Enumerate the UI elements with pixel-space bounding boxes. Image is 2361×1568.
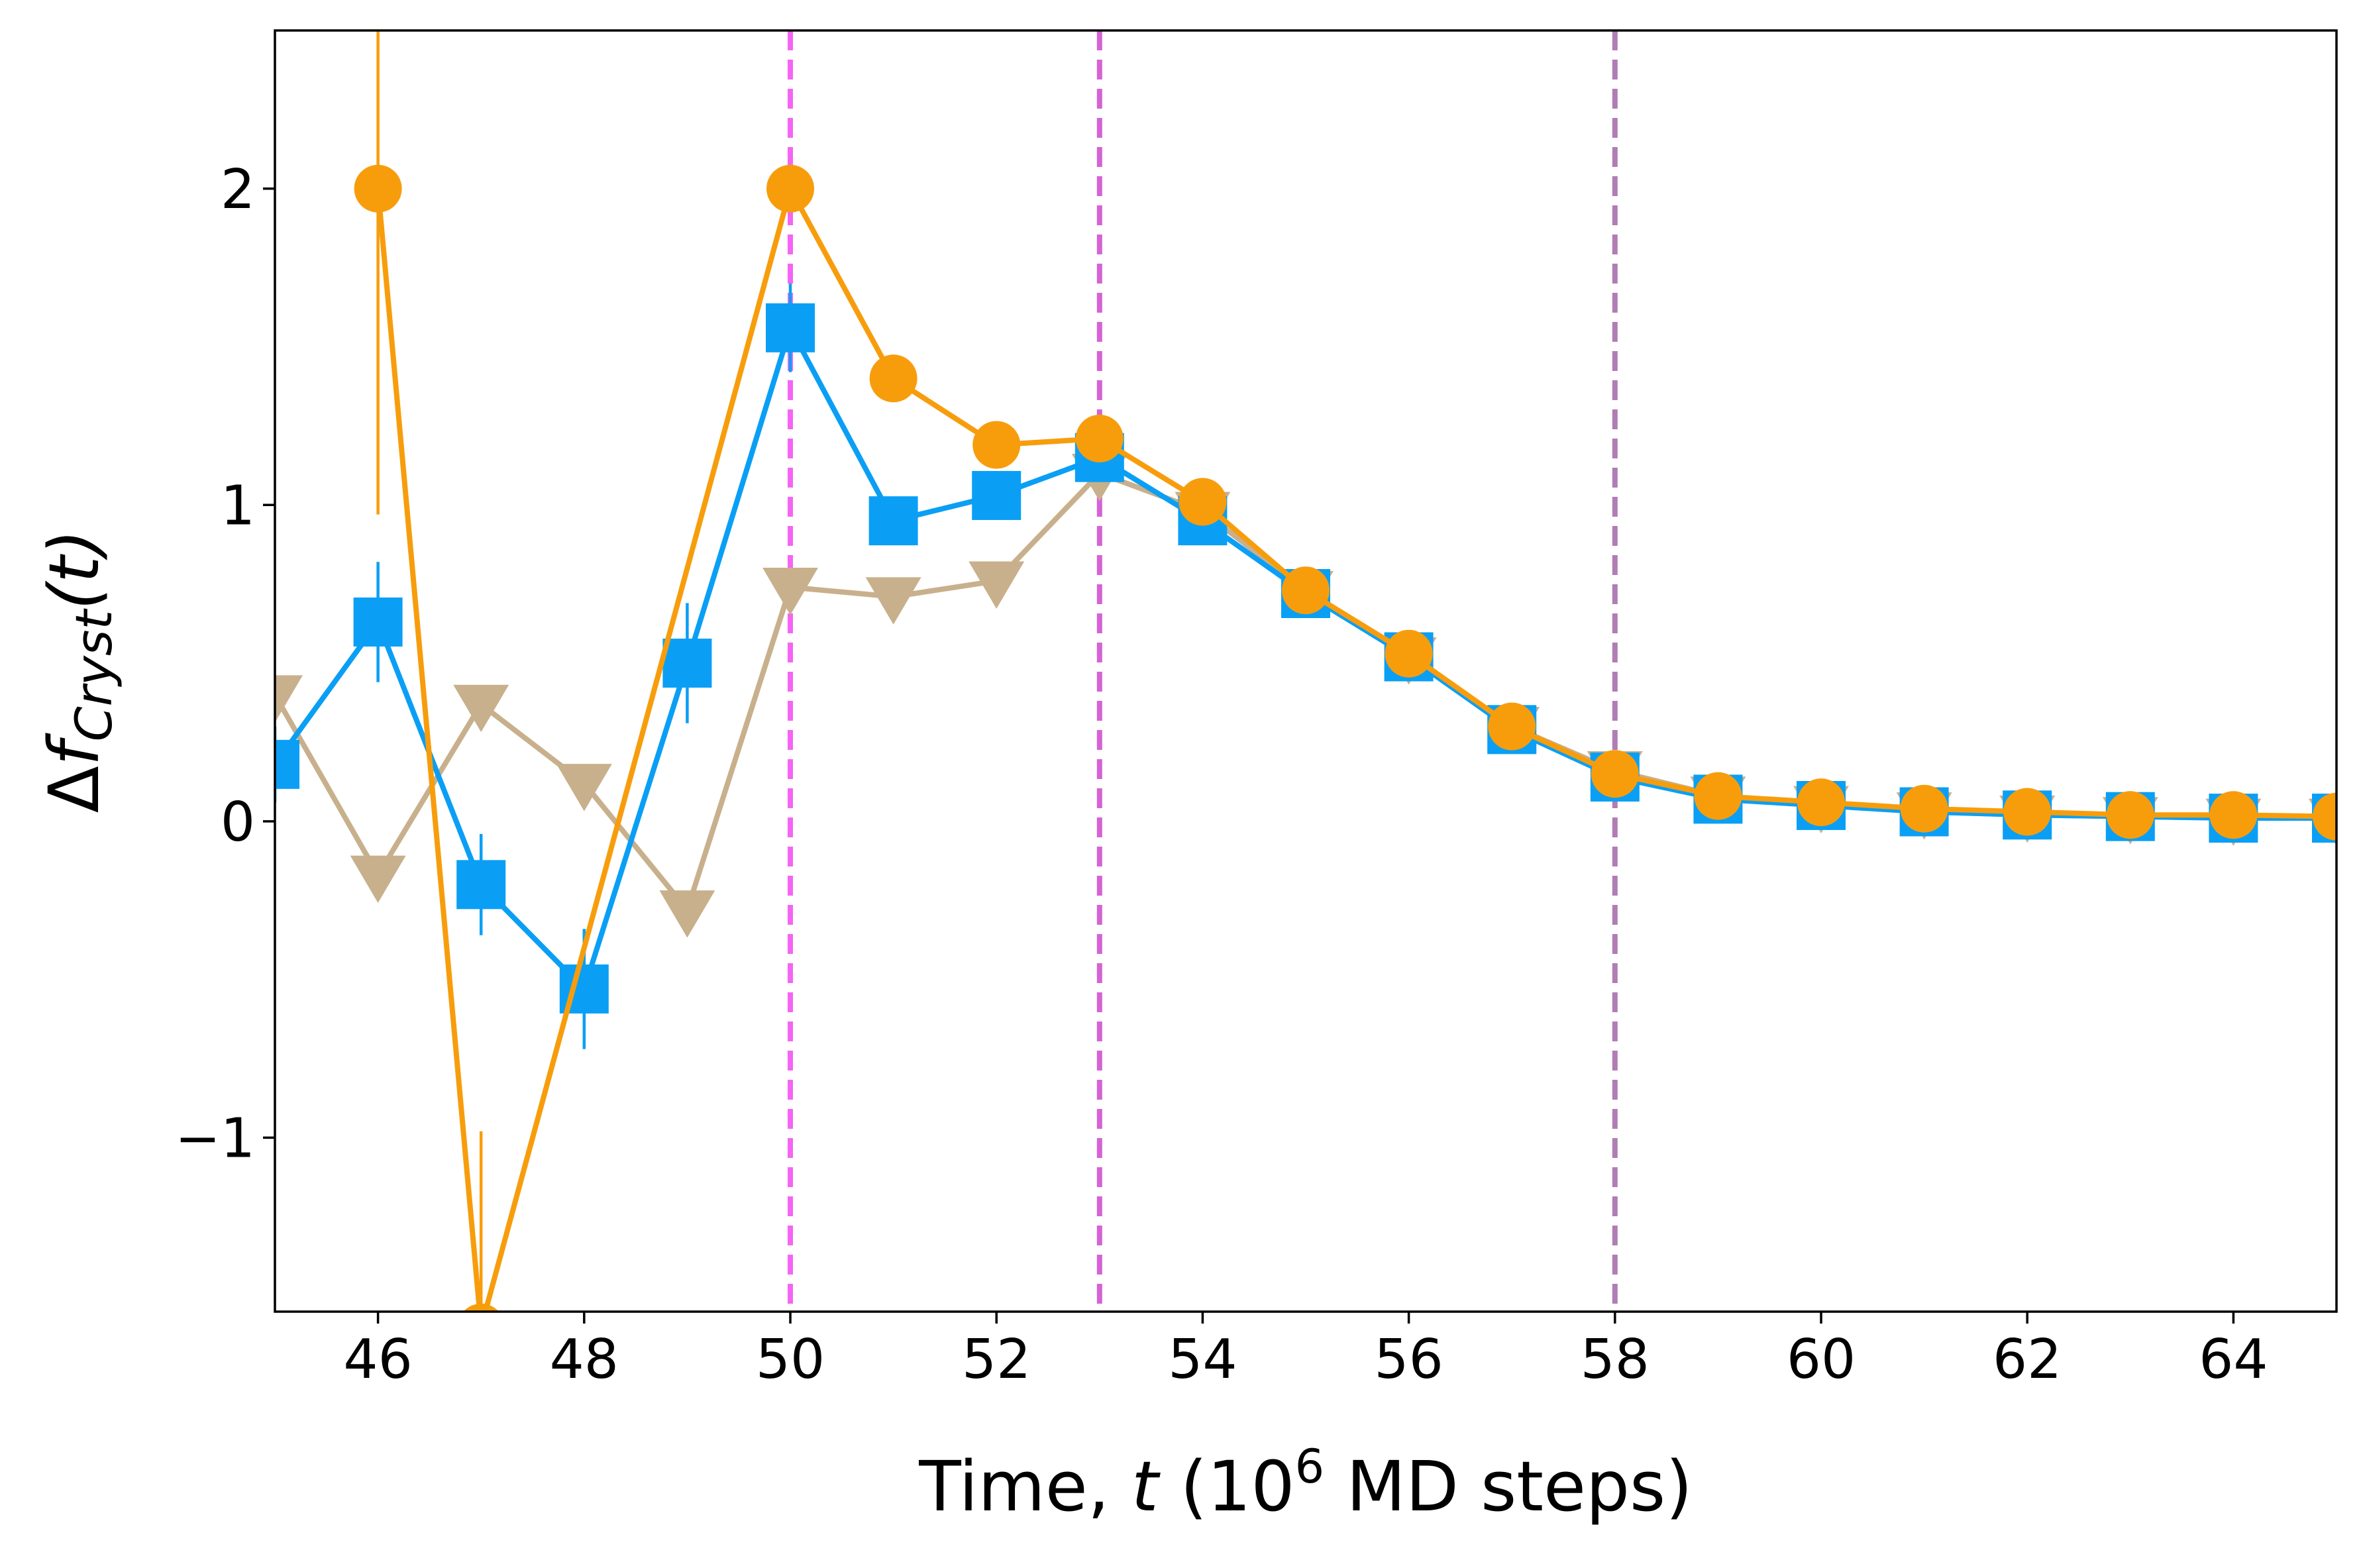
- series-2-point-3: [869, 354, 918, 403]
- series-2-point-6: [1179, 478, 1227, 526]
- y-tick-label-1: 0: [221, 791, 255, 854]
- series-2-point-7: [1282, 566, 1330, 615]
- series-1-point-5: [766, 303, 815, 352]
- series-2-point-0: [354, 164, 402, 213]
- series-2-point-13: [1900, 784, 1948, 833]
- x-tick-label-8: 62: [1993, 1328, 2062, 1391]
- series-1-point-4: [662, 639, 712, 688]
- series-0-point-7: [969, 561, 1025, 609]
- plot-frame: [274, 29, 2338, 1313]
- series-2-point-2: [766, 164, 814, 213]
- series-2-point-11: [1694, 772, 1742, 820]
- x-tick-label-9: 64: [2199, 1328, 2268, 1391]
- y-axis-label-delta: Δ: [34, 766, 115, 813]
- reference-lines: [788, 30, 1618, 1312]
- x-axis-label-pre: Time,: [918, 1446, 1131, 1527]
- series-0-point-2: [453, 684, 509, 733]
- x-tick-label-6: 58: [1581, 1328, 1650, 1391]
- x-tick-label-1: 48: [550, 1328, 619, 1391]
- series-2-point-5: [1075, 415, 1124, 463]
- series-0-point-1: [350, 855, 406, 904]
- x-axis-label: Time, t (106 MD steps): [918, 1439, 1693, 1527]
- series-1-point-2: [456, 860, 506, 910]
- series-0-point-3: [556, 764, 612, 811]
- y-tick-label-0: −1: [175, 1107, 255, 1170]
- series-2-point-15: [2106, 791, 2154, 839]
- series-2-point-8: [1385, 629, 1433, 678]
- x-axis-label-var: t: [1131, 1446, 1161, 1527]
- x-tick-label-3: 52: [962, 1328, 1031, 1391]
- series-2-point-1: [463, 1303, 499, 1312]
- series-0-point-5: [762, 568, 818, 615]
- plot-background: [275, 30, 2336, 1312]
- y-axis-label-arg: (t): [34, 529, 115, 610]
- x-tick-label-2: 50: [756, 1328, 825, 1391]
- series-2-point-10: [1591, 750, 1639, 798]
- x-axis-label-sup: 6: [1295, 1439, 1325, 1494]
- series-0-point-4: [659, 890, 715, 938]
- series-1-point-7: [972, 470, 1022, 520]
- y-tick-label-2: 1: [221, 474, 255, 537]
- series-2-point-12: [1797, 778, 1845, 827]
- series-2-point-14: [2003, 788, 2052, 836]
- series-2-point-9: [1488, 702, 1536, 751]
- y-axis-label-sub: Cryst: [64, 608, 123, 742]
- series-1-point-0: [275, 739, 299, 789]
- axis-ticks: 46 48 50 52 54 56 58 60 62 64 −1 0 1 2: [175, 158, 2268, 1391]
- y-axis-label: ΔfCryst(t): [34, 529, 123, 813]
- x-axis-label-post: MD steps): [1324, 1446, 1693, 1527]
- x-tick-label-0: 46: [343, 1328, 412, 1391]
- x-axis-label-mid: (10: [1159, 1446, 1295, 1527]
- data-series: [275, 30, 2336, 1312]
- series-2-point-17: [2313, 792, 2336, 841]
- series-1-point-6: [868, 496, 918, 546]
- series-0-point-0: [275, 675, 303, 723]
- series-0-point-6: [865, 577, 921, 625]
- series-2: [354, 30, 2336, 1312]
- x-tick-label-5: 56: [1374, 1328, 1443, 1391]
- series-2-point-16: [2209, 791, 2258, 839]
- y-tick-label-3: 2: [221, 158, 255, 221]
- series-1-point-1: [353, 597, 403, 647]
- series-2-point-4: [972, 421, 1021, 469]
- x-tick-label-4: 54: [1168, 1328, 1237, 1391]
- x-tick-label-7: 60: [1787, 1328, 1856, 1391]
